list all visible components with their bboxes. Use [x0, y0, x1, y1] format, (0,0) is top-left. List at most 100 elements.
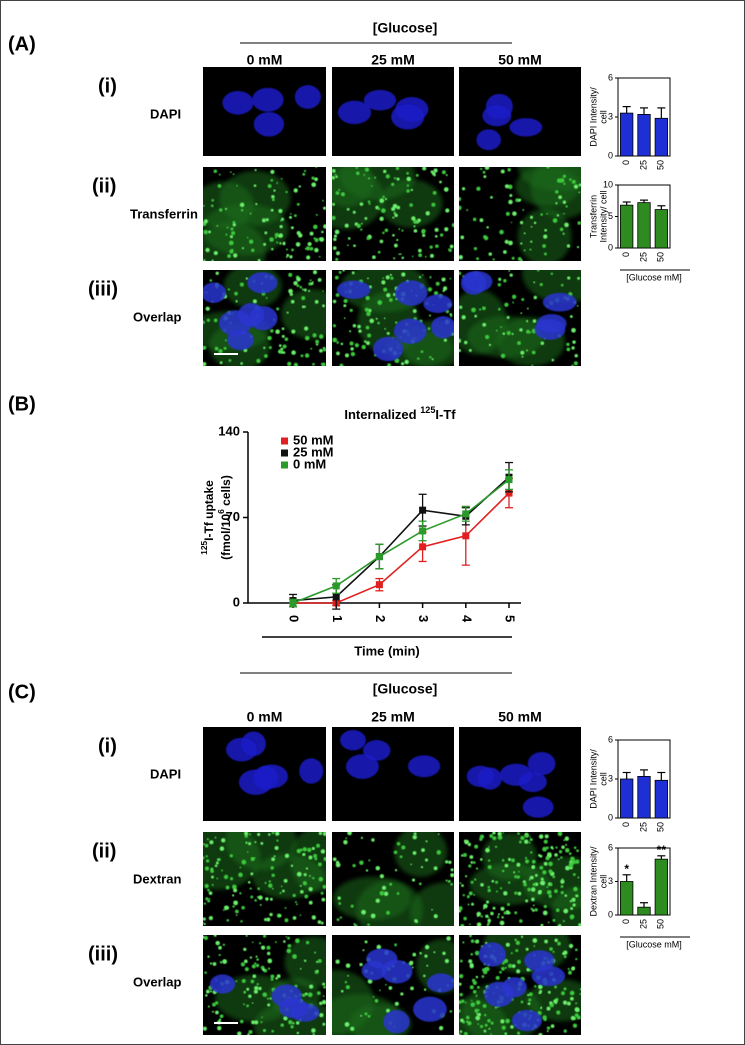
- vesicle: [372, 255, 376, 260]
- vesicle: [537, 984, 543, 990]
- vesicle: [300, 354, 304, 358]
- vesicle: [336, 351, 340, 356]
- legend-swatch: [281, 449, 288, 457]
- bar: [620, 881, 634, 916]
- vesicle: [514, 911, 518, 915]
- vesicle: [443, 288, 446, 292]
- vesicle: [526, 967, 531, 972]
- y-axis-label: cell: [598, 110, 608, 124]
- micrograph-content: [203, 935, 326, 1035]
- vesicle: [487, 916, 490, 919]
- vesicle: [471, 902, 475, 906]
- cell-body: [219, 171, 291, 226]
- vesicle: [290, 1025, 294, 1029]
- vesicle: [382, 195, 385, 199]
- vesicle: [501, 916, 504, 919]
- legend-swatch: [281, 461, 288, 469]
- vesicle: [573, 886, 578, 892]
- vesicle: [513, 871, 516, 874]
- vesicle: [234, 909, 239, 914]
- superscript: 6: [216, 509, 226, 514]
- marker: [332, 593, 340, 601]
- vesicle: [221, 838, 226, 843]
- vesicle: [295, 938, 300, 944]
- x-tick-label: 0: [621, 822, 631, 827]
- vesicle: [303, 288, 307, 292]
- vesicle: [351, 271, 355, 275]
- vesicle: [476, 911, 482, 917]
- vesicle: [463, 839, 467, 843]
- vesicle: [571, 859, 577, 865]
- vesicle: [421, 848, 425, 853]
- vesicle: [546, 213, 548, 215]
- vesicle: [367, 1014, 371, 1018]
- vesicle: [338, 270, 342, 274]
- vesicle: [474, 950, 480, 956]
- vesicle: [506, 910, 510, 915]
- vesicle: [236, 184, 238, 187]
- nucleus: [383, 1010, 410, 1034]
- vesicle: [290, 864, 294, 868]
- vesicle: [360, 1014, 363, 1017]
- y-axis-label: Dextran Intensity/: [588, 846, 598, 917]
- vesicle: [395, 167, 400, 171]
- vesicle: [476, 922, 482, 926]
- vesicle: [248, 994, 252, 999]
- vesicle: [332, 246, 337, 250]
- vesicle: [418, 253, 423, 258]
- vesicle: [394, 868, 398, 872]
- vesicle: [497, 832, 502, 836]
- vesicle: [563, 987, 567, 991]
- vesicle: [274, 236, 277, 239]
- vesicle: [574, 354, 578, 358]
- vesicle: [477, 1023, 480, 1025]
- vesicle: [205, 306, 210, 311]
- vesicle: [356, 223, 361, 228]
- vesicle: [299, 884, 302, 887]
- vesicle: [248, 1030, 253, 1035]
- vesicle: [281, 334, 285, 338]
- superscript: 125: [420, 405, 435, 415]
- vesicle: [305, 940, 310, 945]
- vesicle: [319, 237, 325, 242]
- vesicle: [367, 200, 371, 204]
- vesicle: [490, 195, 493, 199]
- vesicle: [353, 244, 356, 248]
- vesicle: [259, 904, 262, 906]
- vesicle: [251, 964, 256, 969]
- vesicle: [429, 314, 431, 317]
- vesicle: [232, 905, 235, 908]
- vesicle: [216, 877, 219, 880]
- vesicle: [487, 859, 491, 862]
- vesicle: [504, 239, 509, 244]
- vesicle: [315, 343, 319, 346]
- vesicle: [578, 923, 581, 926]
- vesicle: [345, 837, 348, 840]
- nucleus: [511, 1009, 542, 1032]
- stain-label: Overlap: [133, 974, 181, 989]
- vesicle: [479, 308, 482, 311]
- vesicle: [546, 1026, 551, 1030]
- vesicle: [495, 890, 499, 893]
- vesicle: [372, 996, 375, 998]
- vesicle: [276, 839, 279, 842]
- vesicle: [314, 857, 318, 861]
- vesicle: [357, 324, 361, 329]
- vesicle: [334, 229, 340, 235]
- vesicle: [383, 287, 388, 292]
- vesicle: [434, 235, 438, 238]
- vesicle: [317, 920, 322, 924]
- vesicle: [246, 851, 249, 853]
- vesicle: [516, 875, 521, 879]
- vesicle: [487, 865, 492, 870]
- vesicle: [564, 222, 569, 228]
- vesicle: [435, 244, 439, 249]
- vesicle: [215, 940, 220, 946]
- vesicle: [332, 177, 334, 180]
- vesicle: [299, 848, 303, 852]
- cell-body: [394, 832, 448, 877]
- vesicle: [209, 840, 214, 845]
- vesicle: [283, 878, 288, 883]
- vesicle: [546, 1030, 549, 1033]
- vesicle: [393, 177, 397, 180]
